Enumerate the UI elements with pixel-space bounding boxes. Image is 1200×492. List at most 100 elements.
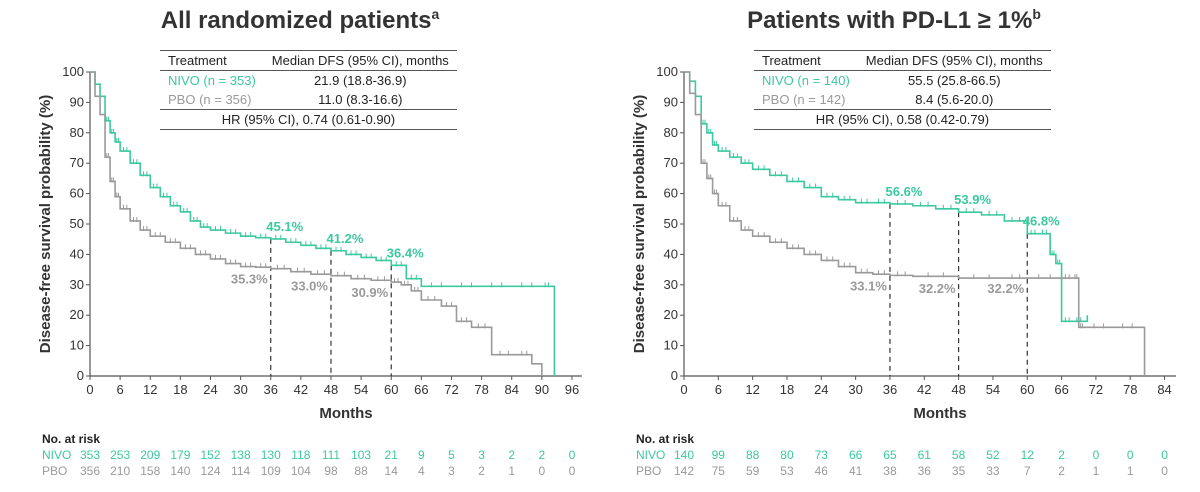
x-tick-label: 36 <box>264 382 278 397</box>
x-tick-label: 54 <box>986 382 1000 397</box>
legend-nivo-value: 55.5 (25.8-66.5) <box>908 73 1001 88</box>
legend-nivo-label: NIVO (n = 140) <box>762 73 850 88</box>
risk-nivo-value: 130 <box>260 448 281 462</box>
nivo-curve <box>90 71 556 376</box>
legend-col-median: Median DFS (95% CI), months <box>263 50 457 71</box>
risk-nivo-value: 111 <box>321 448 341 462</box>
risk-nivo-value: 0 <box>1092 448 1100 462</box>
chart-title: All randomized patientsa <box>160 6 440 34</box>
legend-table: Treatment Median DFS (95% CI), months NIV… <box>160 50 457 130</box>
legend-hr: HR (95% CI), 0.74 (0.61-0.90) <box>160 109 457 130</box>
x-axis-label: Months <box>913 405 966 422</box>
pbo-curve <box>90 71 543 376</box>
risk-pbo-value: 2 <box>1058 464 1065 478</box>
risk-pbo-value: 4 <box>418 464 425 478</box>
y-tick-label: 80 <box>70 125 84 140</box>
legend-table: Treatment Median DFS (95% CI), months NIV… <box>754 50 1051 130</box>
y-tick-label: 50 <box>70 216 84 231</box>
risk-pbo-value: 38 <box>883 464 897 478</box>
legend-hr: HR (95% CI), 0.58 (0.42-0.79) <box>754 109 1051 130</box>
risk-pbo-value: 210 <box>110 464 131 478</box>
risk-pbo-value: 158 <box>140 464 161 478</box>
risk-nivo-value: 253 <box>110 448 131 462</box>
risk-nivo-value: 2 <box>508 448 516 462</box>
x-tick-label: 12 <box>143 382 157 397</box>
risk-nivo-value: 0 <box>568 448 576 462</box>
risk-pbo-value: 3 <box>448 464 455 478</box>
risk-title: No. at risk <box>636 432 695 446</box>
nivo-landmark-label: 45.1% <box>266 219 303 234</box>
risk-nivo-value: 118 <box>291 448 311 462</box>
risk-pbo-value: 98 <box>324 464 338 478</box>
nivo-landmark-label: 46.8% <box>1023 214 1060 229</box>
y-tick-label: 80 <box>664 125 678 140</box>
risk-nivo-value: 61 <box>917 448 931 462</box>
risk-nivo-value: 152 <box>200 448 221 462</box>
risk-pbo-value: 46 <box>814 464 828 478</box>
legend-pbo-value: 11.0 (8.3-16.6) <box>318 92 403 107</box>
x-tick-label: 24 <box>203 382 217 397</box>
x-tick-label: 30 <box>233 382 247 397</box>
risk-nivo-value: 21 <box>384 448 398 462</box>
risk-pbo-value: 0 <box>538 464 546 478</box>
x-tick-label: 84 <box>504 382 518 397</box>
y-tick-label: 50 <box>664 216 678 231</box>
legend-nivo-value: 21.9 (18.8-36.9) <box>314 73 407 88</box>
risk-nivo-label: NIVO <box>636 448 666 462</box>
nivo-landmark-label: 56.6% <box>886 184 923 199</box>
risk-nivo-value: 138 <box>230 448 251 462</box>
risk-pbo-value: 75 <box>711 464 725 478</box>
risk-pbo-value: 1 <box>508 464 516 478</box>
km-plot-all-patients: 0 6 12 18 24 30 36 42 48 54 60 66 72 78 84 90 96 0 10 20 30 4… <box>37 64 582 422</box>
risk-pbo-value: 1 <box>1092 464 1100 478</box>
pbo-landmark-label: 33.1% <box>850 278 887 293</box>
x-tick-label: 48 <box>951 382 965 397</box>
risk-nivo-value: 80 <box>780 448 794 462</box>
x-axis-label: Months <box>319 405 372 422</box>
risk-pbo-value: 104 <box>290 464 311 478</box>
risk-pbo-label: PBO <box>42 464 68 478</box>
y-tick-label: 100 <box>656 64 678 79</box>
x-tick-label: 0 <box>680 382 687 397</box>
x-tick-label: 12 <box>745 382 759 397</box>
y-tick-label: 40 <box>664 246 678 261</box>
risk-pbo-value: 114 <box>231 464 251 478</box>
risk-pbo-value: 7 <box>1023 464 1031 478</box>
legend-pbo-value: 8.4 (5.6-20.0) <box>915 92 994 107</box>
x-tick-label: 66 <box>1054 382 1068 397</box>
x-tick-label: 42 <box>294 382 308 397</box>
y-tick-label: 60 <box>664 186 678 201</box>
chart-panel-pdl1: Patients with PD-L1 ≥ 1%b 0 6 12 18 24 30 36 42… <box>594 0 1194 492</box>
risk-table: No. at risk NIVO PBO 353 253 209 179 152 138 1… <box>0 428 600 492</box>
risk-pbo-value: 2 <box>478 464 485 478</box>
risk-nivo-value: 179 <box>170 448 191 462</box>
x-tick-label: 96 <box>565 382 579 397</box>
risk-nivo-value: 2 <box>1058 448 1065 462</box>
risk-nivo-label: NIVO <box>42 448 72 462</box>
x-tick-label: 54 <box>354 382 368 397</box>
nivo-landmark-label: 41.2% <box>327 231 364 246</box>
y-tick-label: 60 <box>70 186 84 201</box>
risk-pbo-value: 14 <box>384 464 398 478</box>
risk-nivo-value: 52 <box>986 448 1000 462</box>
risk-nivo-value: 58 <box>951 448 966 462</box>
x-tick-label: 42 <box>917 382 931 397</box>
chart-title: Patients with PD-L1 ≥ 1%b <box>747 6 1041 34</box>
risk-pbo-value: 41 <box>848 464 863 478</box>
x-tick-label: 60 <box>384 382 398 397</box>
y-tick-label: 10 <box>664 338 678 353</box>
risk-pbo-value: 33 <box>986 464 1000 478</box>
x-tick-label: 6 <box>715 382 722 397</box>
risk-nivo-value: 353 <box>79 448 101 462</box>
x-tick-label: 24 <box>814 382 828 397</box>
y-axis-label: Disease-free survival probability (%) <box>37 95 54 353</box>
y-tick-label: 0 <box>671 368 678 383</box>
nivo-landmark-label: 36.4% <box>387 245 424 260</box>
x-tick-label: 48 <box>324 382 338 397</box>
pbo-curve <box>684 71 1146 376</box>
y-tick-label: 70 <box>70 155 84 170</box>
pbo-landmark-label: 33.0% <box>291 279 328 294</box>
pbo-landmark-label: 35.3% <box>231 272 268 287</box>
legend-pbo-label: PBO (n = 142) <box>762 92 846 107</box>
risk-pbo-value: 53 <box>780 464 794 478</box>
